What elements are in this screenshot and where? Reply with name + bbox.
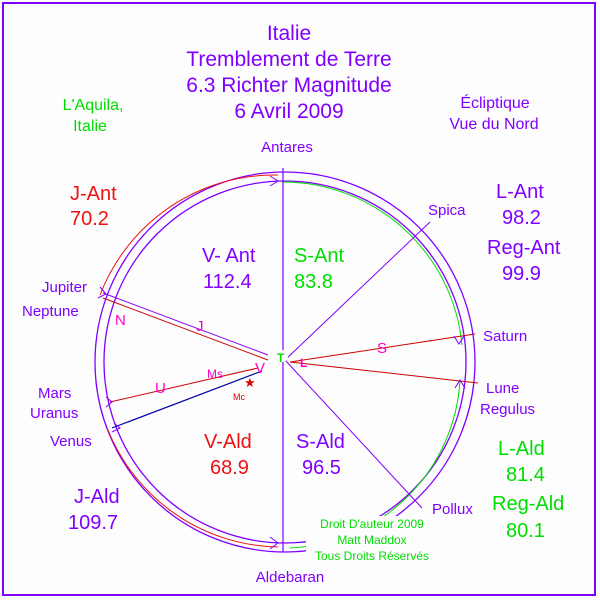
pollux-line xyxy=(284,359,423,509)
planet-lune: Lune xyxy=(486,380,519,397)
earth-dot xyxy=(276,350,288,362)
j-ald-label: J-Ald xyxy=(74,486,120,508)
j-ald-value: 109.7 xyxy=(68,512,118,534)
j-ant-label: J-Ant xyxy=(70,183,117,205)
view-line1: Écliptique xyxy=(460,93,529,112)
marker-j: J xyxy=(196,318,204,335)
v-ant-value: 112.4 xyxy=(203,271,252,293)
reg-ant-label: Reg-Ant xyxy=(487,237,561,259)
s-ant-label: S-Ant xyxy=(294,245,344,267)
marker-ms: Ms xyxy=(207,367,223,381)
l-ant-label: L-Ant xyxy=(496,181,544,203)
l-ald-value: 81.4 xyxy=(506,464,545,486)
copyright-block: Droit D'auteur 2009 Matt Maddox Tous Dro… xyxy=(306,516,442,564)
v-ald-label: V-Ald xyxy=(204,431,252,453)
star-antares: Antares xyxy=(261,139,313,156)
l-ant-value: 98.2 xyxy=(502,207,541,229)
star-pollux: Pollux xyxy=(432,501,473,518)
marker-v: V xyxy=(255,360,265,377)
v-ald-value: 68.9 xyxy=(210,457,249,479)
title-line2: Tremblement de Terre xyxy=(186,48,391,71)
star-regulus: Regulus xyxy=(480,401,535,418)
title-line1: Italie xyxy=(267,22,311,45)
planet-mars: Mars xyxy=(38,385,71,402)
copyright-line1: Droit D'auteur 2009 xyxy=(320,517,424,531)
s-ant-value: 83.8 xyxy=(294,271,333,293)
star-aldebaran: Aldebaran xyxy=(256,569,324,586)
arc-red-lower-left xyxy=(107,429,279,548)
mars-line xyxy=(109,367,259,403)
spica-line xyxy=(284,221,431,361)
saturn-line xyxy=(289,333,476,363)
marker-l: L xyxy=(300,356,307,370)
jupiter-line xyxy=(102,292,269,356)
planet-jupiter: Jupiter xyxy=(42,279,87,296)
inner-circle xyxy=(103,180,467,544)
reg-ant-value: 99.9 xyxy=(502,263,541,285)
midheaven-star-icon: ★ xyxy=(244,375,256,390)
marker-u: U xyxy=(155,380,166,397)
title-line4: 6 Avril 2009 xyxy=(234,100,343,123)
copyright-line2: Matt Maddox xyxy=(337,533,406,547)
title-line3: 6.3 Richter Magnitude xyxy=(186,74,391,97)
planet-uranus: Uranus xyxy=(30,405,78,422)
location-line2: Italie xyxy=(73,118,107,135)
star-spica: Spica xyxy=(428,202,466,219)
s-ald-label: S-Ald xyxy=(296,431,345,453)
marker-t: T xyxy=(277,351,285,365)
marker-s: S xyxy=(377,340,387,357)
l-ald-label: L-Ald xyxy=(498,438,545,460)
s-ald-value: 96.5 xyxy=(302,457,341,479)
lune-line xyxy=(289,361,479,384)
reg-ald-label: Reg-Ald xyxy=(492,493,564,515)
venus-line xyxy=(111,370,263,429)
planet-venus: Venus xyxy=(50,433,92,450)
location-line1: L'Aquila, xyxy=(63,97,124,114)
arrow-marks xyxy=(97,175,466,550)
marker-n: N xyxy=(115,312,126,329)
planet-saturn: Saturn xyxy=(483,328,527,345)
outer-circle xyxy=(94,171,476,553)
planet-neptune: Neptune xyxy=(22,303,79,320)
arc-red-left xyxy=(99,174,279,296)
reg-ald-value: 80.1 xyxy=(506,520,545,542)
marker-mc: Mc xyxy=(233,392,245,402)
j-ant-value: 70.2 xyxy=(70,208,109,230)
arc-green-right xyxy=(281,181,463,346)
neptune-line xyxy=(102,297,269,361)
copyright-line3: Tous Droits Réservés xyxy=(315,549,429,563)
view-line2: Vue du Nord xyxy=(449,116,538,133)
v-ant-label: V- Ant xyxy=(202,245,256,267)
